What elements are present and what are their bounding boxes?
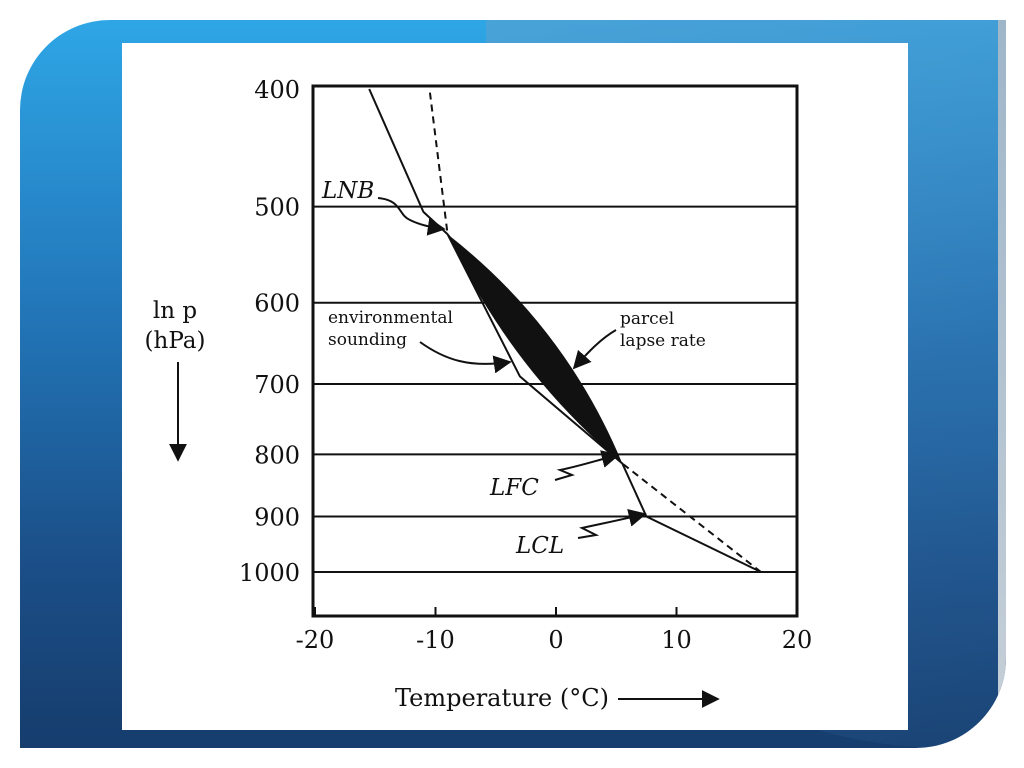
x-tick-label: -20 bbox=[296, 626, 335, 654]
y-axis-label-line2: (hPa) bbox=[145, 328, 206, 354]
x-tick-label: 0 bbox=[548, 626, 563, 654]
y-tick-label: 400 bbox=[254, 76, 300, 104]
x-tick-labels: -20 -10 0 10 20 bbox=[296, 626, 813, 654]
env-sounding-label-line2: sounding bbox=[328, 330, 407, 350]
lnb-label: LNB bbox=[321, 178, 374, 204]
lcl-arrow bbox=[577, 509, 647, 539]
y-tick-label: 500 bbox=[254, 194, 300, 222]
parcel-arrow bbox=[572, 329, 617, 370]
slide-edge-strip bbox=[998, 20, 1006, 748]
x-tick-label: 10 bbox=[661, 626, 692, 654]
parcel-label-line2: lapse rate bbox=[620, 331, 706, 351]
y-axis-label-line1: ln p bbox=[153, 298, 197, 324]
x-tick-label: 20 bbox=[782, 626, 813, 654]
cape-area bbox=[447, 234, 623, 464]
y-tick-label: 1000 bbox=[239, 559, 300, 587]
lnb-arrow bbox=[377, 197, 446, 236]
env-sounding-label-line1: environmental bbox=[328, 308, 453, 328]
env-sounding-arrow bbox=[419, 341, 512, 374]
y-tick-label: 600 bbox=[254, 290, 300, 318]
lfc-arrow bbox=[554, 450, 620, 481]
y-tick-label: 700 bbox=[254, 371, 300, 399]
parcel-label-line1: parcel bbox=[620, 309, 674, 329]
lfc-label: LFC bbox=[489, 475, 539, 501]
y-tick-label: 800 bbox=[254, 441, 300, 469]
y-tick-labels: 400 500 600 700 800 900 1000 bbox=[239, 76, 300, 587]
plot-frame bbox=[311, 84, 799, 618]
x-tick-label: -10 bbox=[416, 626, 455, 654]
y-tick-label: 900 bbox=[254, 503, 300, 531]
x-axis-label: Temperature (°C) bbox=[395, 684, 609, 712]
parcel-lapse-rate-line bbox=[428, 88, 762, 573]
x-tick-marks bbox=[314, 607, 798, 615]
lcl-label: LCL bbox=[515, 533, 564, 559]
